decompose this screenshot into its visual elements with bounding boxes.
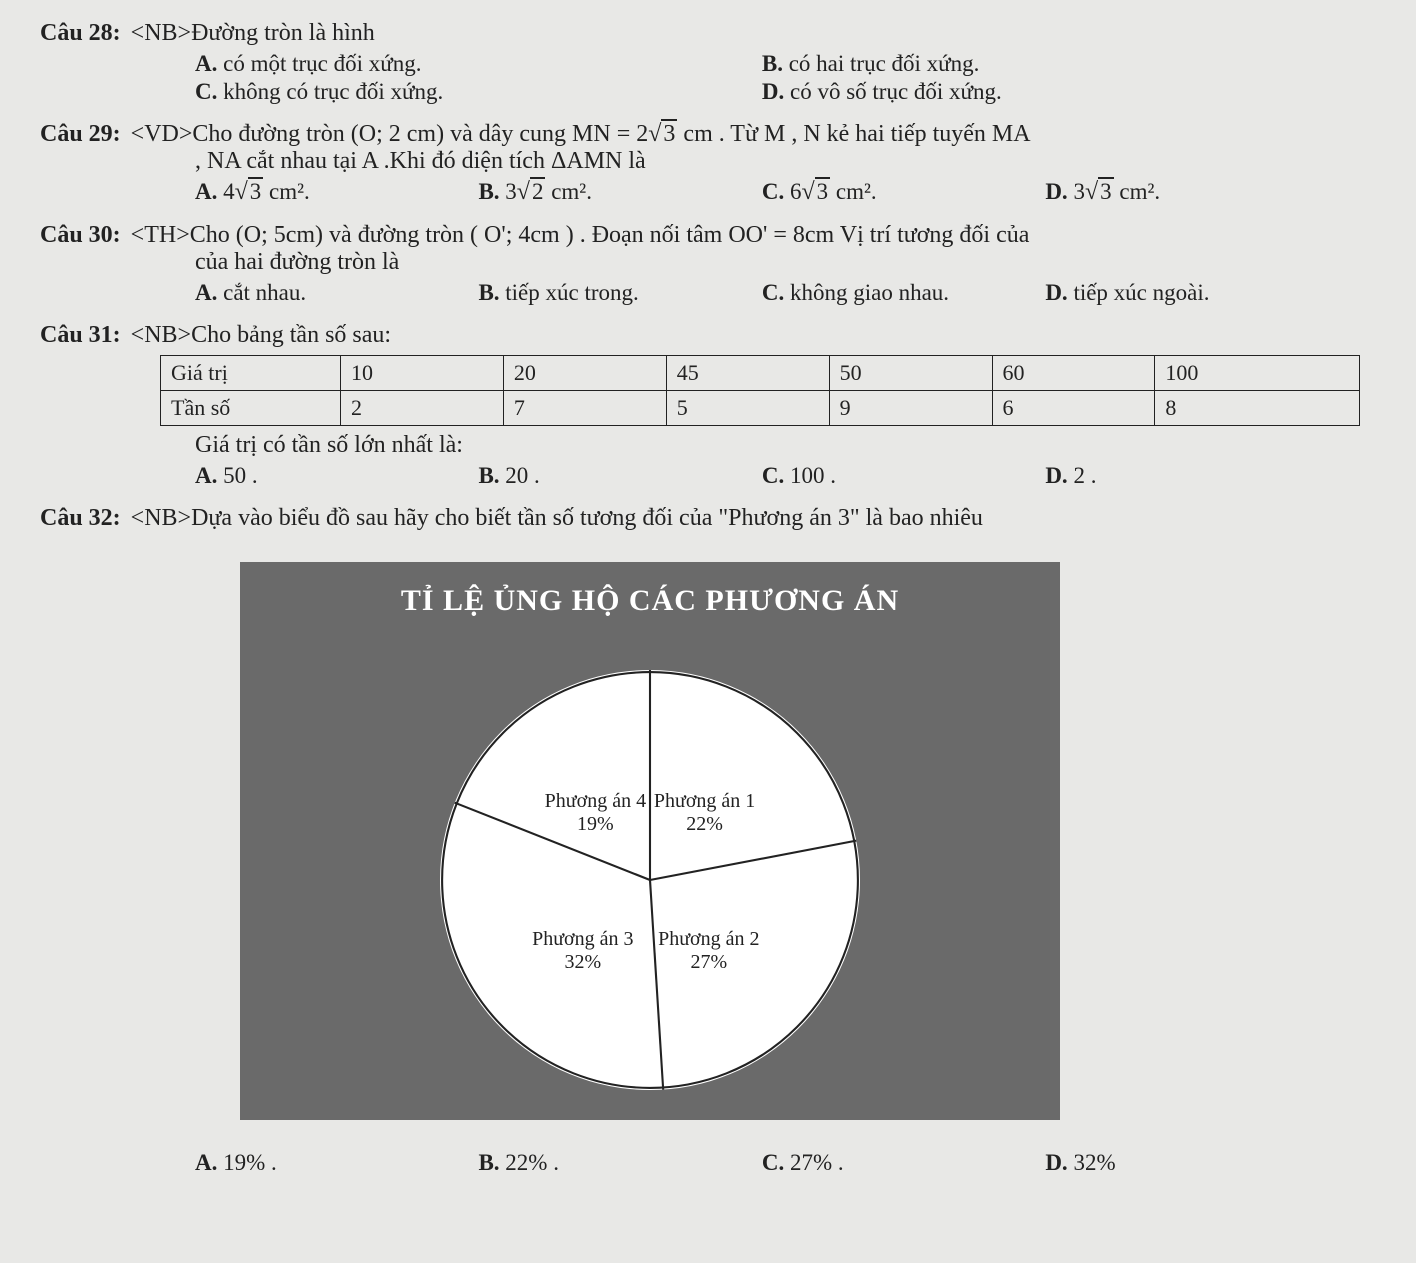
- table-cell: 10: [341, 356, 504, 391]
- table-cell: 20: [503, 356, 666, 391]
- table-cell: 100: [1155, 356, 1360, 391]
- q29-label: Câu 29:: [40, 121, 121, 148]
- chart-title: TỈ LỆ ỦNG HỘ CÁC PHƯƠNG ÁN: [240, 562, 1060, 640]
- q31-option-b[interactable]: B. 20 .: [478, 463, 761, 489]
- q32-stem: <NB>Dựa vào biểu đồ sau hãy cho biết tần…: [131, 505, 1376, 532]
- q31-label: Câu 31:: [40, 322, 121, 349]
- q29-stem-line2: , NA cắt nhau tại A .Khi đó diện tích ΔA…: [195, 148, 1376, 175]
- table-cell: 6: [992, 391, 1155, 426]
- q29-tag: <VD>: [131, 121, 193, 147]
- table-cell: 5: [666, 391, 829, 426]
- table-cell: 60: [992, 356, 1155, 391]
- question-29: Câu 29: <VD>Cho đường tròn (O; 2 cm) và …: [40, 121, 1376, 208]
- table-row: Tần số 2 7 5 9 6 8: [161, 391, 1360, 426]
- q29-option-a[interactable]: A. 43 cm².: [195, 179, 478, 206]
- q32-label: Câu 32:: [40, 505, 121, 532]
- table-cell: 45: [666, 356, 829, 391]
- q32-option-c[interactable]: C. 27% .: [762, 1150, 1045, 1176]
- q29-option-b[interactable]: B. 32 cm².: [478, 179, 761, 206]
- q30-option-a[interactable]: A. cắt nhau.: [195, 280, 478, 306]
- table-cell: 7: [503, 391, 666, 426]
- table-cell: 9: [829, 391, 992, 426]
- q29-stem: <VD>Cho đường tròn (O; 2 cm) và dây cung…: [131, 121, 1376, 148]
- table-header-freqs: Tần số: [161, 391, 341, 426]
- q30-option-d[interactable]: D. tiếp xúc ngoài.: [1045, 280, 1328, 306]
- question-32: Câu 32: <NB>Dựa vào biểu đồ sau hãy cho …: [40, 505, 1376, 1178]
- table-header-values: Giá trị: [161, 356, 341, 391]
- q28-label: Câu 28:: [40, 20, 121, 47]
- pie-slice-label: Phương án 122%: [654, 790, 755, 836]
- q28-option-a[interactable]: A. có một trục đối xứng.: [195, 51, 762, 77]
- q31-option-c[interactable]: C. 100 .: [762, 463, 1045, 489]
- q32-tag: <NB>: [131, 505, 191, 531]
- table-row: Giá trị 10 20 45 50 60 100: [161, 356, 1360, 391]
- question-30: Câu 30: <TH>Cho (O; 5cm) và đường tròn (…: [40, 222, 1376, 308]
- question-31: Câu 31: <NB>Cho bảng tần số sau: Giá trị…: [40, 322, 1376, 491]
- q29-option-d[interactable]: D. 33 cm².: [1045, 179, 1328, 206]
- q29-option-c[interactable]: C. 63 cm².: [762, 179, 1045, 206]
- pie-slice-label: Phương án 332%: [532, 928, 633, 974]
- q28-option-c[interactable]: C. không có trục đối xứng.: [195, 79, 762, 105]
- pie-slice-label: Phương án 419%: [545, 790, 646, 836]
- q31-option-a[interactable]: A. 50 .: [195, 463, 478, 489]
- table-cell: 50: [829, 356, 992, 391]
- q31-stem: <NB>Cho bảng tần số sau:: [131, 322, 1376, 349]
- q31-option-d[interactable]: D. 2 .: [1045, 463, 1328, 489]
- q30-tag: <TH>: [131, 222, 190, 248]
- q30-option-b[interactable]: B. tiếp xúc trong.: [478, 280, 761, 306]
- q31-after-table: Giá trị có tần số lớn nhất là:: [195, 432, 1376, 459]
- table-cell: 2: [341, 391, 504, 426]
- q31-frequency-table: Giá trị 10 20 45 50 60 100 Tần số 2 7 5 …: [160, 355, 1360, 426]
- q30-stem-line2: của hai đường tròn là: [195, 249, 1376, 276]
- pie-slice-label: Phương án 227%: [658, 928, 759, 974]
- q31-tag: <NB>: [131, 322, 191, 348]
- q32-option-a[interactable]: A. 19% .: [195, 1150, 478, 1176]
- q32-pie-chart: TỈ LỆ ỦNG HỘ CÁC PHƯƠNG ÁN Phương án 122…: [240, 562, 1060, 1120]
- q28-stem-text: Đường tròn là hình: [191, 20, 375, 46]
- table-cell: 8: [1155, 391, 1360, 426]
- q28-tag: <NB>: [131, 20, 191, 46]
- q32-option-d[interactable]: D. 32%: [1045, 1150, 1328, 1176]
- q30-label: Câu 30:: [40, 222, 121, 249]
- q28-option-b[interactable]: B. có hai trục đối xứng.: [762, 51, 1329, 77]
- q28-option-d[interactable]: D. có vô số trục đối xứng.: [762, 79, 1329, 105]
- question-28: Câu 28: <NB>Đường tròn là hình A. có một…: [40, 20, 1376, 107]
- pie-circle: Phương án 122% Phương án 227% Phương án 33…: [440, 670, 860, 1090]
- q28-stem: <NB>Đường tròn là hình: [131, 20, 1376, 47]
- q32-option-b[interactable]: B. 22% .: [478, 1150, 761, 1176]
- q30-option-c[interactable]: C. không giao nhau.: [762, 280, 1045, 306]
- q30-stem: <TH>Cho (O; 5cm) và đường tròn ( O'; 4cm…: [131, 222, 1376, 249]
